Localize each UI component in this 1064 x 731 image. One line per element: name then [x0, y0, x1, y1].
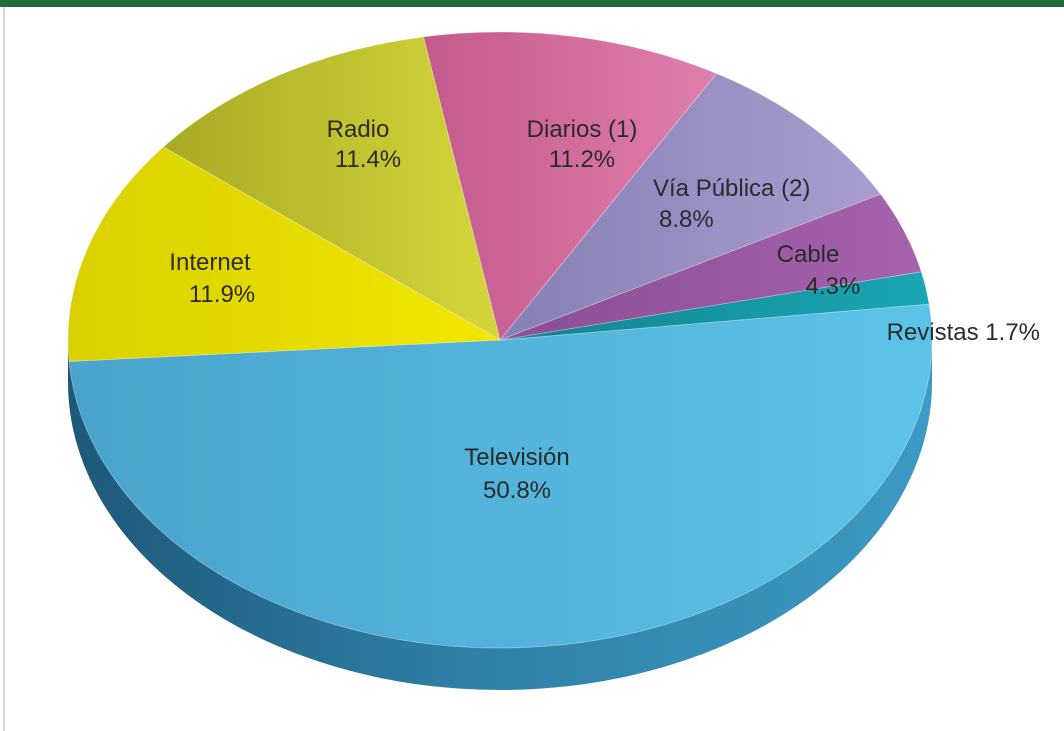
left-border: [3, 7, 5, 731]
top-accent-bar: [0, 0, 1064, 7]
label-radio: Radio: [327, 116, 390, 143]
slice-diarios: [422, 31, 718, 342]
label-internet: Internet: [169, 249, 251, 276]
label-television: Televisión: [464, 444, 569, 471]
slice-revistas: [499, 271, 930, 341]
value-diarios: 11.2%: [549, 146, 615, 173]
value-radio: 11.4%: [335, 146, 401, 173]
value-revistas: 1.7%: [985, 319, 1040, 346]
label-via-publica: Vía Pública (2): [653, 175, 810, 202]
value-cable: 4.3%: [806, 273, 861, 300]
slice-cable: [499, 193, 922, 341]
label-revistas-name: Revistas: [887, 319, 979, 346]
value-internet: 11.9%: [189, 281, 255, 308]
value-television: 50.8%: [483, 477, 551, 504]
label-cable: Cable: [777, 241, 840, 268]
value-via-publica: 8.8%: [659, 206, 714, 233]
slice-via-publica: [498, 72, 882, 342]
label-diarios: Diarios (1): [527, 116, 638, 143]
slice-radio: [162, 36, 501, 342]
slice-television: [68, 303, 933, 649]
slice-internet: [67, 146, 502, 363]
label-revistas: Revistas 1.7%: [887, 319, 1040, 346]
